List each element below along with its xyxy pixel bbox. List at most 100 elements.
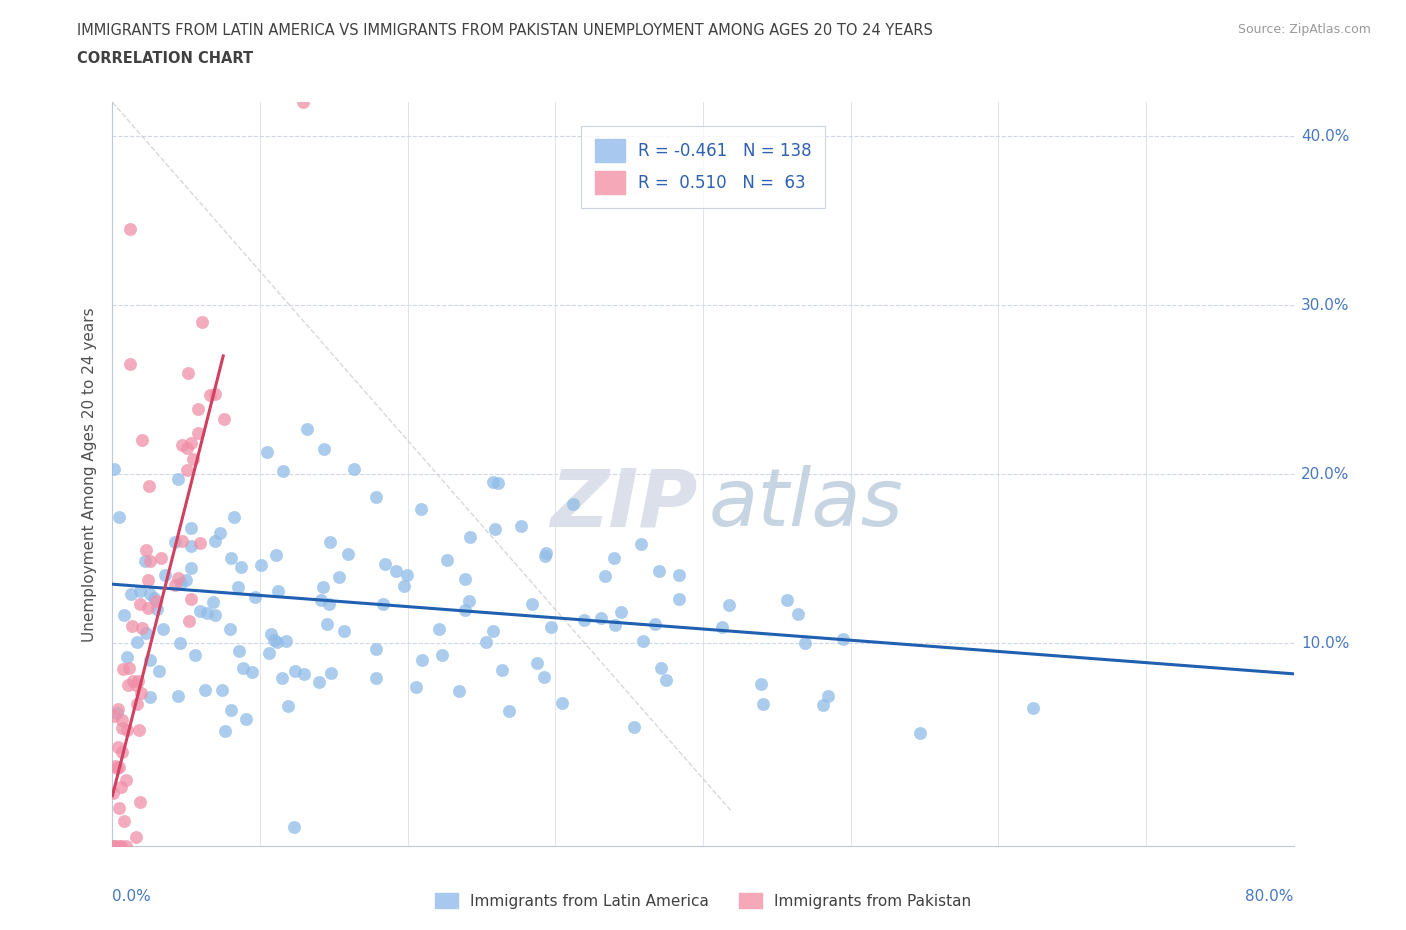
Point xyxy=(533,670,555,684)
Point xyxy=(209,525,232,540)
Point xyxy=(668,567,690,582)
Point xyxy=(170,534,193,549)
Point xyxy=(110,779,132,794)
Point xyxy=(274,634,297,649)
Point xyxy=(108,510,131,525)
Point xyxy=(103,839,125,854)
Point xyxy=(409,502,432,517)
Point xyxy=(430,647,453,662)
Point xyxy=(105,706,128,721)
Point xyxy=(610,604,633,619)
Point xyxy=(343,461,366,476)
Legend: R = -0.461   N = 138, R =  0.510   N =  63: R = -0.461 N = 138, R = 0.510 N = 63 xyxy=(581,126,825,207)
Point xyxy=(312,580,335,595)
Point xyxy=(104,758,127,773)
Point xyxy=(115,723,138,737)
Point xyxy=(163,535,186,550)
Point xyxy=(134,553,156,568)
Point xyxy=(405,680,427,695)
Point xyxy=(457,593,479,608)
Point xyxy=(103,461,125,476)
Text: 40.0%: 40.0% xyxy=(1301,128,1350,143)
Point xyxy=(214,724,236,738)
Point xyxy=(124,830,146,844)
Text: Source: ZipAtlas.com: Source: ZipAtlas.com xyxy=(1237,23,1371,36)
Point xyxy=(127,634,149,649)
Point xyxy=(224,510,246,525)
Point xyxy=(454,603,477,618)
Point xyxy=(120,357,142,372)
Point xyxy=(266,634,288,649)
Point xyxy=(188,604,211,618)
Point xyxy=(177,614,200,629)
Point xyxy=(170,575,193,590)
Point xyxy=(332,623,354,638)
Point xyxy=(385,564,408,578)
Point xyxy=(138,690,160,705)
Point xyxy=(127,673,149,688)
Point xyxy=(589,610,612,625)
Point xyxy=(277,698,299,713)
Point xyxy=(112,814,135,829)
Point xyxy=(308,675,330,690)
Point xyxy=(510,519,533,534)
Text: ZIP: ZIP xyxy=(550,465,697,543)
Y-axis label: Unemployment Among Ages 20 to 24 years: Unemployment Among Ages 20 to 24 years xyxy=(82,307,97,642)
Text: 20.0%: 20.0% xyxy=(1301,467,1350,482)
Point xyxy=(630,537,652,551)
Point xyxy=(166,472,188,486)
Point xyxy=(194,683,217,698)
Point xyxy=(228,644,250,658)
Point xyxy=(191,314,214,329)
Point xyxy=(110,745,132,760)
Point xyxy=(256,445,278,459)
Point xyxy=(129,685,152,700)
Point xyxy=(184,647,207,662)
Point xyxy=(644,617,666,631)
Point xyxy=(491,663,513,678)
Point xyxy=(136,601,159,616)
Point xyxy=(908,725,931,740)
Point xyxy=(111,713,134,728)
Point xyxy=(668,592,690,607)
Point xyxy=(475,635,498,650)
Point xyxy=(148,664,170,679)
Point xyxy=(364,490,387,505)
Point xyxy=(240,665,263,680)
Point xyxy=(195,605,218,620)
Point xyxy=(264,547,287,562)
Point xyxy=(436,553,458,568)
Point xyxy=(263,632,285,647)
Point xyxy=(138,478,160,493)
Point xyxy=(204,608,226,623)
Point xyxy=(534,546,557,561)
Point xyxy=(811,698,834,712)
Point xyxy=(131,433,153,448)
Point xyxy=(107,760,129,775)
Point xyxy=(229,559,252,574)
Point xyxy=(603,551,626,565)
Point xyxy=(226,580,249,595)
Point xyxy=(121,618,143,633)
Point xyxy=(131,621,153,636)
Point xyxy=(103,709,125,724)
Point xyxy=(176,441,198,456)
Point xyxy=(202,594,225,609)
Point xyxy=(180,538,202,553)
Point xyxy=(122,673,145,688)
Point xyxy=(180,591,202,606)
Text: 10.0%: 10.0% xyxy=(1301,636,1350,651)
Point xyxy=(787,607,810,622)
Point xyxy=(364,642,387,657)
Point xyxy=(1022,700,1045,715)
Point xyxy=(427,622,450,637)
Point xyxy=(295,421,318,436)
Point xyxy=(129,597,152,612)
Point xyxy=(540,619,562,634)
Point xyxy=(180,435,202,450)
Point xyxy=(198,388,221,403)
Point xyxy=(374,557,396,572)
Point xyxy=(270,671,292,685)
Point xyxy=(498,703,520,718)
Point xyxy=(125,697,148,711)
